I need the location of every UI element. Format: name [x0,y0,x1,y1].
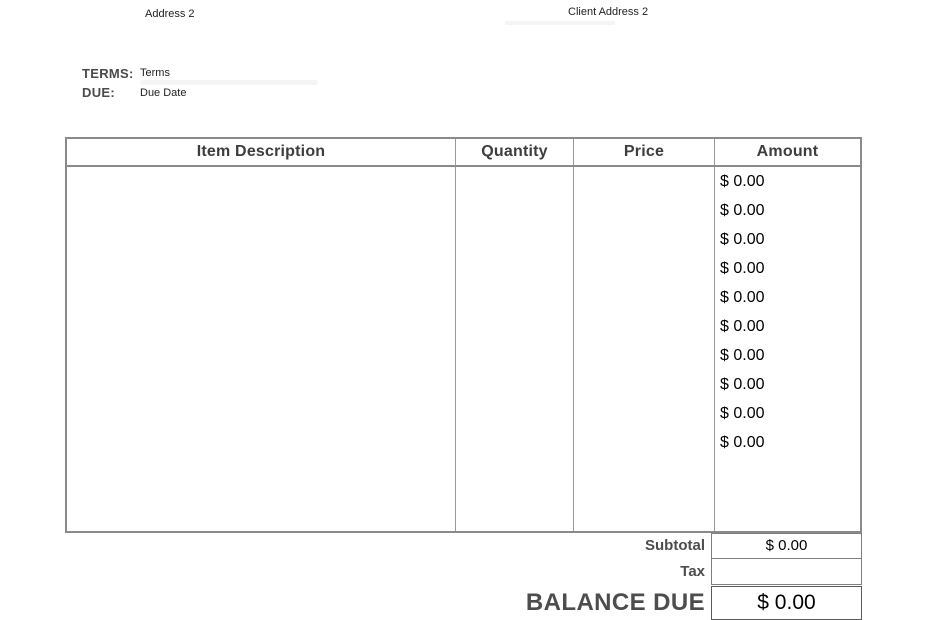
amount-cell-value[interactable]: $ 0.00 [720,405,765,422]
amount-cell-value[interactable]: $ 0.00 [720,289,765,306]
terms-value-field[interactable]: Terms [140,67,170,79]
amount-cell-value[interactable]: $ 0.00 [720,173,765,190]
description-column-body[interactable] [67,167,455,531]
faded-text-artifact [140,80,318,85]
amount-cell-value[interactable]: $ 0.00 [720,347,765,364]
balance-due-label: BALANCE DUE [525,589,705,616]
amount-cell-value[interactable]: $ 0.00 [720,231,765,248]
tax-value-cell[interactable] [711,558,862,585]
business-address-line2[interactable]: Address 2 [145,8,195,20]
price-column-body[interactable] [573,167,714,531]
column-header-price: Price [573,139,714,167]
quantity-column-body[interactable] [455,167,573,531]
amount-cell-value[interactable]: $ 0.00 [720,318,765,335]
amount-cell-value[interactable]: $ 0.00 [720,202,765,219]
column-header-item-description: Item Description [67,139,455,167]
tax-label: Tax [680,563,705,580]
subtotal-label: Subtotal [645,537,705,554]
subtotal-value-cell[interactable]: $ 0.00 [711,533,862,559]
amount-cell-value[interactable]: $ 0.00 [720,376,765,393]
terms-label: TERMS: [82,66,134,81]
balance-due-value-cell[interactable]: $ 0.00 [711,586,862,620]
line-items-table: Item Description Quantity Price Amount $… [65,137,862,533]
amount-cell-value[interactable]: $ 0.00 [720,434,765,451]
faded-text-artifact [505,21,615,25]
column-header-quantity: Quantity [455,139,573,167]
amount-column-body: $ 0.00 $ 0.00 $ 0.00 $ 0.00 $ 0.00 $ 0.00 $ 0.… [714,167,860,531]
column-header-amount: Amount [714,139,860,167]
amount-cell-value[interactable]: $ 0.00 [720,260,765,277]
due-date-value-field[interactable]: Due Date [140,87,187,99]
due-label: DUE: [82,85,115,100]
client-address-line2[interactable]: Client Address 2 [568,6,649,18]
